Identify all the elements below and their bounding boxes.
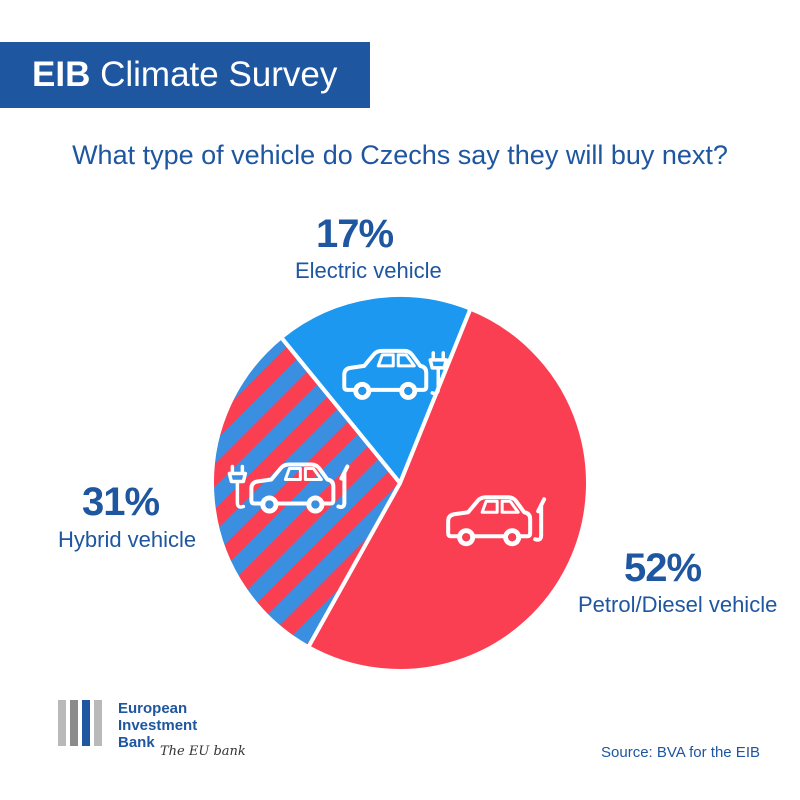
pie-slice-petrol-diesel-vehicle (306, 306, 590, 673)
petrol-label: Petrol/Diesel vehicle (578, 592, 778, 617)
hybrid-label: Hybrid vehicle (58, 527, 197, 552)
chart-subtitle: What type of vehicle do Czechs say they … (72, 140, 728, 170)
plug-icon (227, 464, 248, 509)
plug-icon (428, 351, 449, 396)
hybrid-percent: 31% (82, 480, 160, 524)
header-banner: EIB Climate Survey (0, 42, 370, 108)
logo-line-1: European (118, 700, 188, 717)
eib-logo-text: European Investment Bank (118, 700, 318, 751)
eib-tagline: The EU bank (160, 744, 246, 759)
fuel-nozzle-icon (533, 497, 547, 542)
logo-line-3: Bank (118, 734, 155, 751)
car-fuel-icon (446, 495, 547, 549)
petrol-percent: 52% (624, 546, 702, 590)
electric-label: Electric vehicle (295, 258, 442, 283)
source-note: Source: BVA for the EIB (601, 744, 760, 761)
header-title-rest: Climate Survey (100, 55, 338, 94)
electric-percent: 17% (316, 212, 394, 256)
eib-logo-mark (58, 700, 102, 746)
fuel-nozzle-icon (336, 464, 350, 509)
pie-slice-hybrid-vehicle (210, 335, 402, 650)
logo-line-2: Investment (118, 717, 198, 734)
car-plug-icon (342, 348, 449, 402)
car-plug-fuel-icon (227, 462, 350, 516)
slice-icons (227, 348, 547, 549)
header-title: EIB Climate Survey (32, 42, 337, 108)
header-title-bold: EIB (32, 55, 91, 94)
